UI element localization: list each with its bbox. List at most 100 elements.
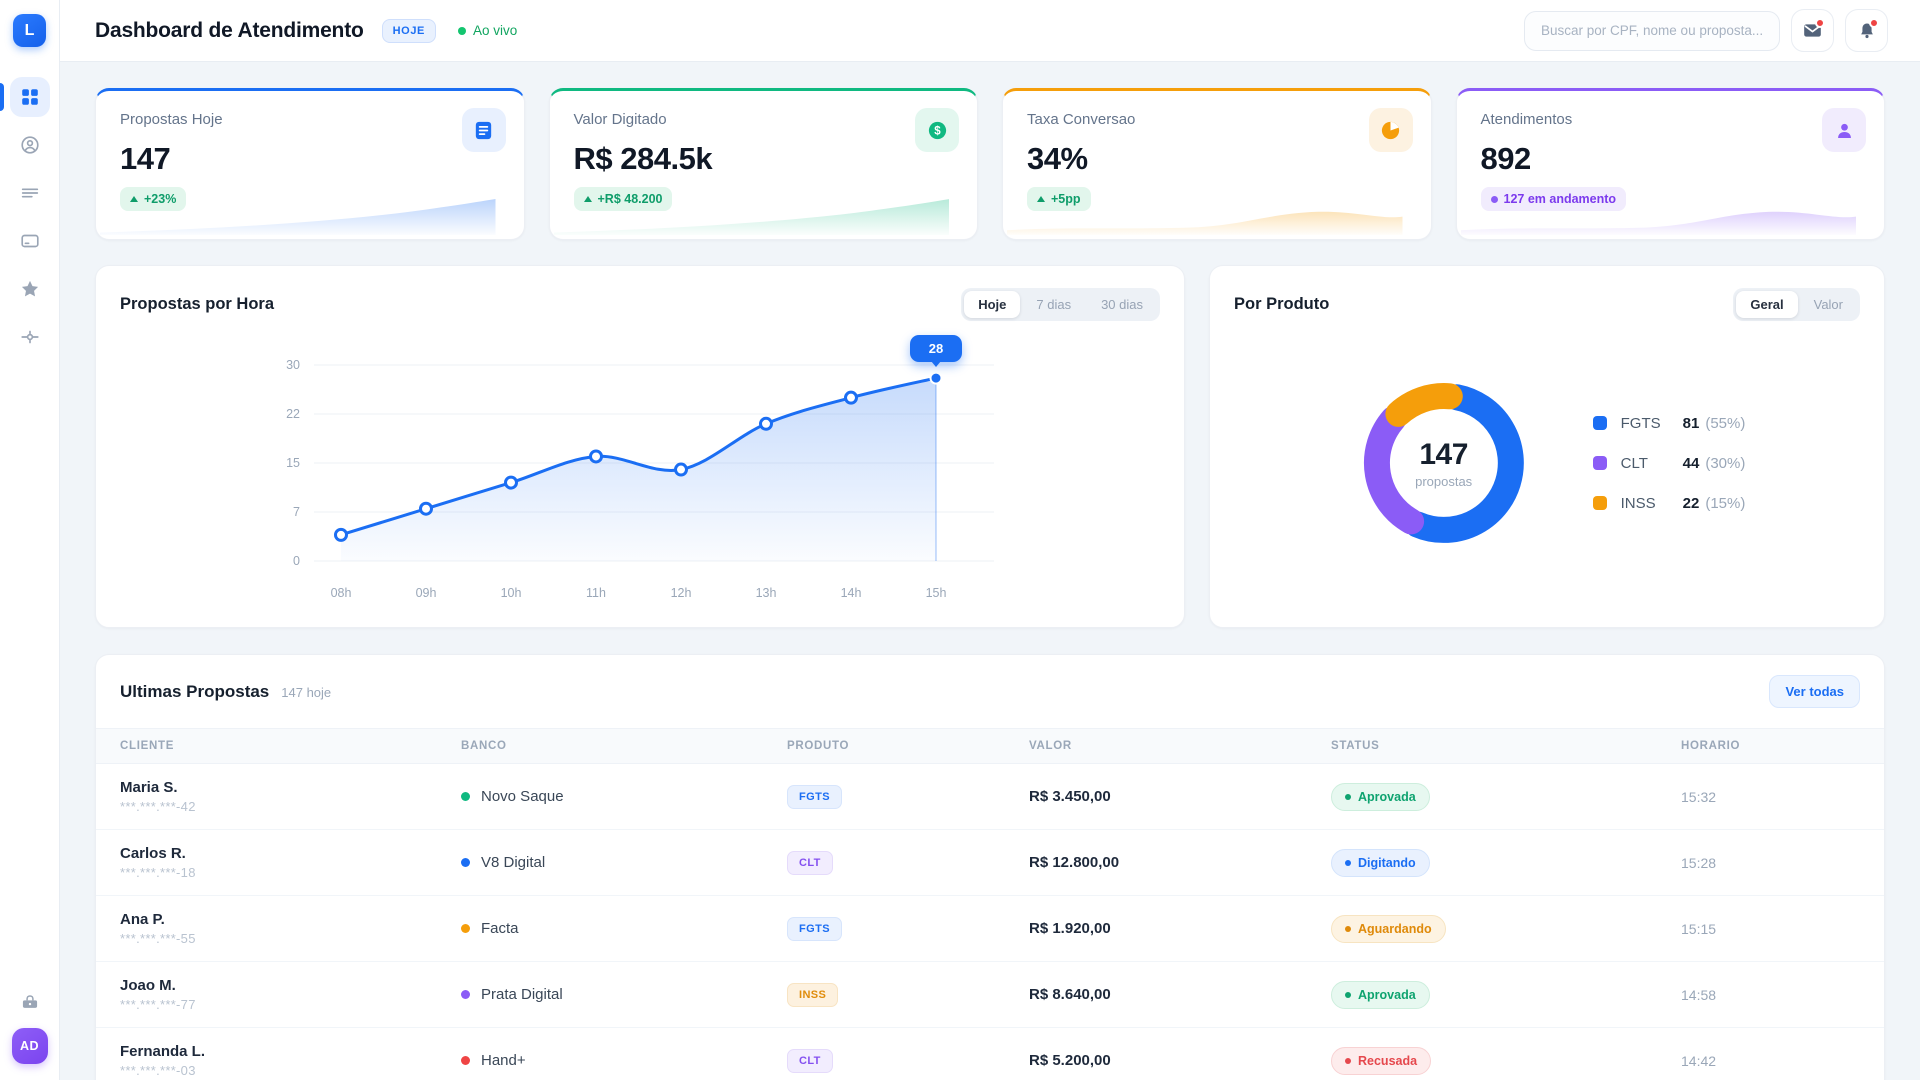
tab-hoje[interactable]: Hoje: [964, 291, 1021, 318]
stat-label: Taxa Conversao: [1027, 111, 1136, 128]
bank-cell: V8 Digital: [461, 854, 787, 871]
stat-card-propostas: Propostas Hoje 147 +23%: [95, 88, 525, 240]
stat-sparkline: [1460, 211, 1856, 235]
bank-dot-icon: [461, 924, 470, 933]
bank-dot-icon: [461, 792, 470, 801]
tab-valor[interactable]: Valor: [1813, 297, 1843, 312]
status-cell: Aguardando: [1331, 914, 1681, 943]
bank-dot-icon: [461, 858, 470, 867]
donut-total-label: propostas: [1415, 473, 1473, 489]
sidebar-item-settings[interactable]: [10, 317, 50, 357]
donut-center: 147 propostas: [1349, 368, 1539, 558]
product-badge: FGTS: [787, 916, 842, 941]
legend-swatch-icon: [1592, 496, 1607, 510]
stat-delta-badge: +23%: [120, 187, 187, 211]
status-dot-icon: [1345, 991, 1351, 998]
stat-sparkline: [100, 199, 496, 235]
person-icon: [1822, 108, 1866, 152]
bank-cell: Hand+: [461, 1052, 787, 1069]
svg-text:0: 0: [293, 554, 300, 568]
up-arrow-icon: [130, 196, 138, 202]
donut-chart: 147 propostas: [1349, 368, 1539, 558]
sidebar-footer: AD: [11, 992, 48, 1080]
table-row[interactable]: Ana P. ***.***.***-55 Facta FGTS R$ 1.92…: [96, 896, 1884, 962]
messages-button[interactable]: [1791, 9, 1834, 52]
client-cell: Carlos R. ***.***.***-18: [120, 845, 196, 880]
stat-cards: Propostas Hoje 147 +23% Valor Digitado $…: [95, 88, 1885, 240]
table-row[interactable]: Maria S. ***.***.***-42 Novo Saque FGTS …: [96, 764, 1884, 830]
period-toggle: Hoje 7 dias 30 dias: [961, 288, 1160, 321]
user-circle-icon: [20, 136, 39, 154]
notifications-button[interactable]: [1845, 9, 1888, 52]
chart-title: Propostas por Hora: [120, 295, 275, 313]
status-badge: Aprovada: [1331, 980, 1430, 1009]
table-header-row: CLIENTE BANCO PRODUTO VALOR STATUS HORAR…: [96, 728, 1884, 764]
legend-item: INSS 22 (15%): [1592, 495, 1745, 512]
stat-label: Atendimentos: [1480, 111, 1573, 128]
bank-cell: Facta: [461, 920, 787, 937]
value-cell: R$ 8.640,00: [1029, 986, 1111, 1003]
lock-icon[interactable]: [20, 992, 40, 1012]
bank-dot-icon: [461, 1056, 470, 1065]
tab-7dias[interactable]: 7 dias: [1036, 297, 1072, 312]
sidebar-item-cards[interactable]: [10, 221, 50, 261]
donut-chart-svg: [1363, 383, 1524, 543]
product-cell: CLT: [787, 850, 1029, 875]
stat-label: Valor Digitado: [573, 111, 667, 128]
stat-value: R$ 284.5k: [573, 141, 713, 176]
sidebar-item-agents[interactable]: [10, 125, 50, 165]
svg-text:13h: 13h: [756, 586, 777, 600]
dashboard-grid-icon: [21, 89, 38, 105]
table-title: Ultimas Propostas: [120, 681, 270, 701]
col-banco: BANCO: [461, 740, 507, 752]
legend-swatch-icon: [1592, 416, 1607, 430]
view-all-button[interactable]: Ver todas: [1769, 675, 1860, 708]
status-dot-icon: [1345, 925, 1351, 932]
product-cell: INSS: [787, 982, 1029, 1007]
client-cell: Maria S. ***.***.***-42: [120, 779, 196, 814]
mail-icon: [1804, 24, 1821, 37]
app-logo: L: [13, 14, 46, 47]
table-subtitle: 147 hoje: [281, 684, 332, 700]
tab-30dias[interactable]: 30 dias: [1101, 297, 1143, 312]
sidebar-nav: [0, 77, 50, 357]
stat-delta-badge: 127 em andamento: [1480, 187, 1627, 211]
status-badge: Recusada: [1331, 1046, 1432, 1075]
table-row[interactable]: Carlos R. ***.***.***-18 V8 Digital CLT …: [96, 830, 1884, 896]
col-valor: VALOR: [1029, 740, 1072, 752]
sidebar-item-dashboard[interactable]: [0, 77, 50, 117]
status-cell: Aprovada: [1331, 782, 1681, 811]
product-badge: CLT: [787, 1048, 833, 1073]
page-title: Dashboard de Atendimento: [95, 18, 364, 42]
product-badge: FGTS: [787, 784, 842, 809]
sidebar: L: [0, 0, 60, 1080]
period-badge: HOJE: [381, 18, 436, 43]
sidebar-item-favorites[interactable]: [10, 269, 50, 309]
hourly-chart-card: Propostas por Hora Hoje 7 dias 30 dias 0…: [95, 265, 1185, 628]
search-input[interactable]: [1524, 10, 1780, 51]
value-cell: R$ 3.450,00: [1029, 788, 1111, 805]
svg-text:30: 30: [286, 358, 300, 372]
bank-dot-icon: [461, 990, 470, 999]
value-cell: R$ 12.800,00: [1029, 854, 1120, 871]
table-row[interactable]: Joao M. ***.***.***-77 Prata Digital INS…: [96, 962, 1884, 1028]
tab-geral[interactable]: Geral: [1736, 291, 1798, 318]
card-icon: [20, 234, 39, 248]
status-badge: Aguardando: [1331, 914, 1446, 943]
svg-text:15: 15: [286, 456, 300, 470]
svg-text:12h: 12h: [671, 586, 692, 600]
svg-text:09h: 09h: [416, 586, 437, 600]
line-chart-svg: 0 7 15 22 30 08h 09h 10h 11h 12h 13h 14h 15h: [286, 358, 994, 600]
table-row[interactable]: Fernanda L. ***.***.***-03 Hand+ CLT R$ …: [96, 1028, 1884, 1080]
sidebar-item-list[interactable]: [10, 173, 50, 213]
live-indicator: Ao vivo: [457, 23, 517, 38]
user-avatar[interactable]: AD: [11, 1028, 48, 1064]
svg-text:15h: 15h: [926, 586, 947, 600]
tune-icon: [20, 330, 39, 344]
status-badge: Aprovada: [1331, 782, 1430, 811]
dollar-circle-icon: $: [915, 108, 959, 152]
donut-legend: FGTS 81 (55%) CLT 44 (30%) INSS 22 (15%): [1592, 415, 1745, 512]
col-produto: PRODUTO: [787, 740, 850, 752]
product-cell: FGTS: [787, 916, 1029, 941]
col-status: STATUS: [1331, 740, 1380, 752]
